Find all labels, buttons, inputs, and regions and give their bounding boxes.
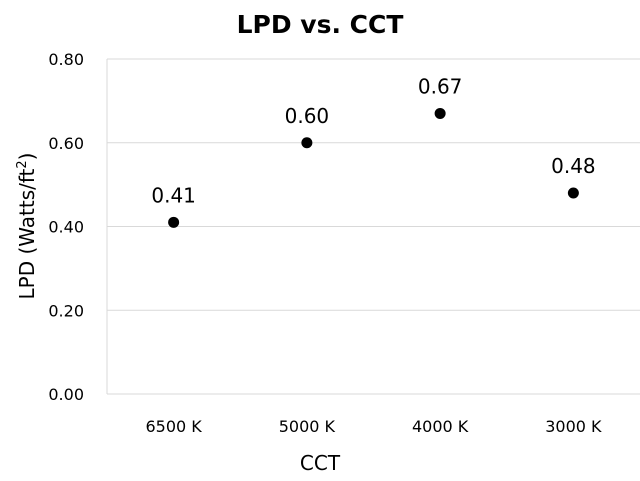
y-axis-label-main: LPD (Watts/ft <box>15 168 39 299</box>
y-tick-label: 0.00 <box>48 385 84 404</box>
y-axis-label: LPD (Watts/ft2) <box>15 153 39 300</box>
data-label: 0.41 <box>151 183 196 207</box>
data-label: 0.60 <box>285 104 330 128</box>
data-point <box>567 187 579 199</box>
x-tick-label: 3000 K <box>545 417 602 436</box>
y-axis-label-close: ) <box>15 153 39 161</box>
x-tick-labels: 6500 K 5000 K 4000 K 3000 K <box>145 417 602 436</box>
data-point <box>168 216 180 228</box>
data-label: 0.67 <box>418 74 463 98</box>
y-tick-label: 0.40 <box>48 218 84 237</box>
x-axis-label: CCT <box>300 451 341 475</box>
x-tick-label: 6500 K <box>145 417 202 436</box>
data-points <box>168 107 579 228</box>
x-tick-label: 5000 K <box>279 417 336 436</box>
y-tick-labels: 0.00 0.20 0.40 0.60 0.80 <box>48 50 84 404</box>
y-axis-label-superscript: 2 <box>15 160 30 168</box>
x-tick-label: 4000 K <box>412 417 469 436</box>
gridlines <box>107 58 640 311</box>
data-label: 0.48 <box>551 154 596 178</box>
y-tick-label: 0.20 <box>48 301 84 320</box>
data-point <box>301 137 313 149</box>
y-tick-label: 0.60 <box>48 134 84 153</box>
data-labels: 0.41 0.60 0.67 0.48 <box>151 74 595 207</box>
chart-title: LPD vs. CCT <box>237 10 404 39</box>
data-point <box>434 107 446 119</box>
y-tick-label: 0.80 <box>48 50 84 69</box>
